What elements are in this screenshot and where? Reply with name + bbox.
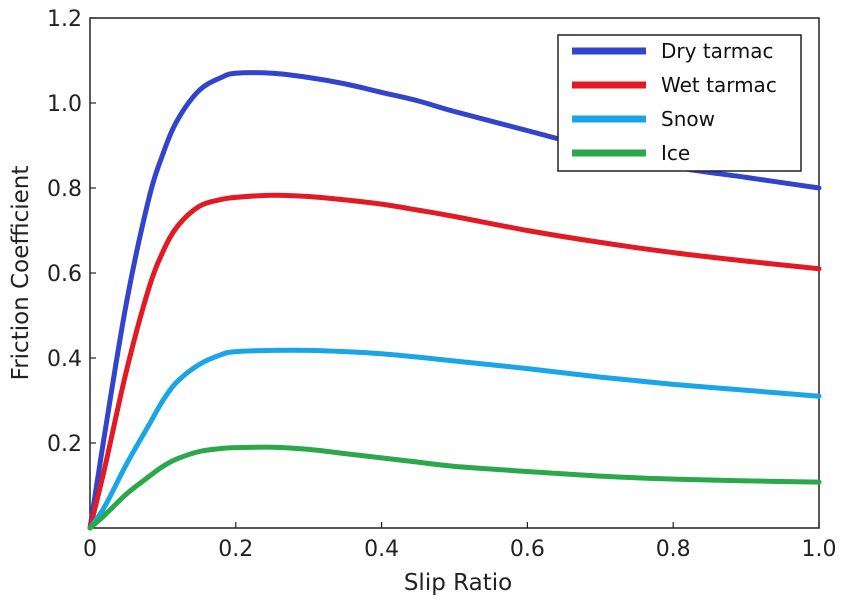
y-axis-title: Friction Coefficient: [8, 166, 34, 381]
legend-box: [557, 34, 802, 172]
x-tick-label: 0: [83, 537, 97, 562]
y-tick-label: 1.0: [47, 92, 82, 117]
y-tick-label: 0.2: [47, 432, 82, 457]
x-tick-label: 0.2: [218, 537, 253, 562]
series-line-snow: [87, 347, 822, 531]
series-line-ice: [87, 444, 822, 531]
x-tick-label: 0.4: [364, 537, 399, 562]
legend-label-snow: Snow: [661, 107, 715, 131]
legend-label-dry-tarmac: Dry tarmac: [661, 39, 774, 63]
x-tick-label: 0.8: [656, 537, 691, 562]
x-axis-title: Slip Ratio: [404, 570, 512, 596]
y-tick-label: 0.8: [47, 177, 82, 202]
y-tick-label: 0.6: [47, 262, 82, 287]
series-line-wet-tarmac: [87, 192, 822, 531]
ticks-layer: 0 0.2 0.4 0.6 0.8 1.0 0.2 0.4 0.6 0.8 1.0 1.2: [47, 7, 837, 562]
legend-label-ice: Ice: [661, 141, 690, 165]
legend: Dry tarmac Wet tarmac Snow Ice: [557, 34, 802, 172]
y-tick-label: 1.2: [47, 7, 82, 32]
y-tick-label: 0.4: [47, 347, 82, 372]
x-tick-label: 1.0: [802, 537, 837, 562]
x-tick-label: 0.6: [510, 537, 545, 562]
legend-label-wet-tarmac: Wet tarmac: [661, 73, 777, 97]
